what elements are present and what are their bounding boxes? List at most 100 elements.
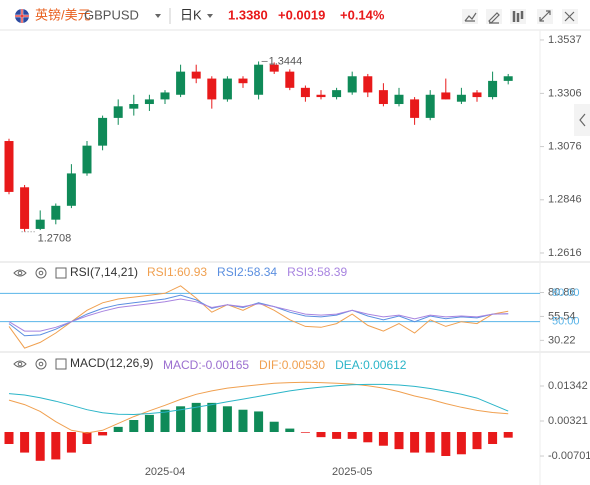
macd-bar xyxy=(254,411,264,433)
symbol[interactable]: GBPUSD xyxy=(84,7,139,22)
candle-body xyxy=(176,71,186,95)
candle-body xyxy=(472,92,482,98)
legend-entry: RSI2:58.34 xyxy=(217,265,277,279)
reference-label: 50.00 xyxy=(552,316,580,328)
legend-entry: MACD:-0.00165 xyxy=(163,358,249,372)
macd-bar xyxy=(66,432,76,453)
checkbox[interactable] xyxy=(55,267,67,279)
macd-bar xyxy=(472,432,482,450)
indicator-line xyxy=(8,294,509,337)
macd-bar xyxy=(425,432,435,453)
candle-body xyxy=(394,94,404,105)
y-tick-label: 0.01342 xyxy=(548,380,588,392)
macd-bar xyxy=(129,420,139,433)
price-change: +0.0019 xyxy=(278,7,325,22)
chart-type-button[interactable] xyxy=(510,9,526,24)
indicator-line xyxy=(8,298,509,332)
candle-body xyxy=(191,71,201,79)
macd-bar xyxy=(176,406,186,433)
candle-body xyxy=(316,94,326,98)
price-change-percent: +0.14% xyxy=(340,7,385,22)
y-tick-label: 55.54 xyxy=(548,310,576,322)
settings-icon[interactable] xyxy=(35,267,47,279)
candle-body xyxy=(300,87,310,98)
candle-body xyxy=(98,117,108,146)
candle-body xyxy=(378,90,388,105)
visibility-icon[interactable] xyxy=(13,360,27,368)
checkbox[interactable] xyxy=(55,358,67,370)
candle-body xyxy=(144,99,154,105)
x-tick-label: 2025-04 xyxy=(145,466,185,478)
candle-body xyxy=(66,173,76,206)
y-tick-label: 0.00321 xyxy=(548,415,588,427)
macd-bar xyxy=(51,432,61,460)
legend-entry: DIF:0.00530 xyxy=(259,358,325,372)
y-tick-label: 1.2846 xyxy=(548,194,582,206)
last-price: 1.3380 xyxy=(228,7,268,22)
macd-bar xyxy=(441,432,451,457)
indicator-button[interactable] xyxy=(462,9,478,24)
candle-body xyxy=(207,78,217,100)
flag-icon xyxy=(15,9,29,23)
rsi-title: RSI(7,14,21) xyxy=(70,265,138,279)
macd-bar xyxy=(300,432,310,433)
macd-bar xyxy=(207,402,217,433)
y-tick-label: 1.3306 xyxy=(548,87,582,99)
macd-bar xyxy=(363,432,373,443)
macd-bar xyxy=(394,432,404,450)
macd-bar xyxy=(410,432,420,453)
candle-body xyxy=(222,78,232,100)
candle-body xyxy=(347,76,357,93)
y-tick-label: 30.22 xyxy=(548,334,576,346)
candle-body xyxy=(20,187,30,229)
reference-label: 80.00 xyxy=(552,287,580,299)
close-button[interactable] xyxy=(562,9,578,24)
macd-bar xyxy=(191,402,201,433)
candle-body xyxy=(332,90,342,98)
macd-bar xyxy=(347,432,357,439)
pair-name[interactable]: 英镑/美元 xyxy=(35,7,91,22)
candle-body xyxy=(441,92,451,100)
draw-button[interactable] xyxy=(486,9,502,24)
candle-body xyxy=(363,76,373,93)
period[interactable]: 日K xyxy=(180,7,202,22)
candle-body xyxy=(269,64,279,72)
candle-body xyxy=(113,106,123,118)
y-tick-label: 80.86 xyxy=(548,286,576,298)
macd-bar xyxy=(222,406,232,433)
candle-body xyxy=(129,104,139,109)
candle-body xyxy=(35,219,45,229)
indicator-line xyxy=(8,381,509,434)
legend-entry: RSI1:60.93 xyxy=(147,265,207,279)
macd-bar xyxy=(316,432,326,438)
macd-bar xyxy=(332,432,342,439)
dropdown-arrow[interactable] xyxy=(207,14,213,18)
macd-bar xyxy=(238,409,248,433)
settings-icon[interactable] xyxy=(35,358,47,370)
high-annotation: 1.3444 xyxy=(269,55,303,67)
dropdown-arrow[interactable] xyxy=(155,14,161,18)
candle-body xyxy=(4,141,14,192)
y-tick-label: -0.00701 xyxy=(548,450,590,462)
candle-body xyxy=(238,78,248,84)
macd-title: MACD(12,26,9) xyxy=(70,356,153,370)
macd-bar xyxy=(160,409,170,433)
candle-body xyxy=(160,92,170,100)
low-annotation: 1.2708 xyxy=(38,233,72,245)
y-tick-label: 1.3076 xyxy=(548,140,582,152)
candle-body xyxy=(285,71,295,88)
y-tick-label: 1.3537 xyxy=(548,34,582,46)
indicator-line xyxy=(8,383,509,416)
y-tick-label: 1.2616 xyxy=(548,247,582,259)
side-tab[interactable] xyxy=(574,104,590,136)
fullscreen-button[interactable] xyxy=(537,9,553,24)
visibility-icon[interactable] xyxy=(13,269,27,277)
macd-bar xyxy=(144,414,154,433)
macd-bar xyxy=(378,432,388,446)
macd-bar xyxy=(82,432,92,445)
x-tick-label: 2025-05 xyxy=(332,466,372,478)
legend-entry: DEA:0.00612 xyxy=(335,358,407,372)
candle-body xyxy=(51,205,61,220)
